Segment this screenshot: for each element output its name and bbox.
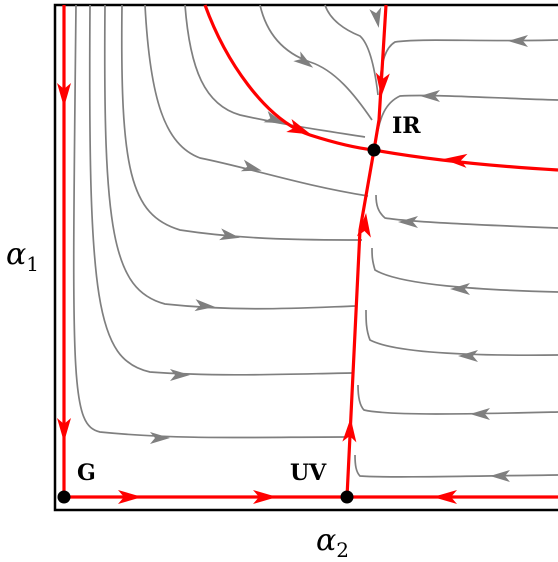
separatrix-arrow [118,490,142,504]
separatrix-arrows [57,72,468,504]
separatrix-arrow [342,418,357,443]
fixed-points [57,143,381,504]
fixed-point-label-uv: UV [290,460,327,486]
flow-line [184,4,366,138]
flow-line [354,454,558,478]
separatrices [62,4,558,499]
fixed-point-ir [367,143,381,157]
y-axis-label: α1 [6,237,39,276]
separatrix-arrow [57,418,71,442]
flow-line [72,4,347,439]
separatrix-arrow [433,490,457,504]
fixed-point-uv [340,490,354,504]
flow-arrow [470,408,490,420]
flow-arrow [150,432,170,444]
fixed-point-g [57,490,71,504]
flow-arrow [490,470,510,482]
separatrix-ir-curve-right [373,148,558,172]
flow-line [357,384,558,415]
flow-line [375,194,558,229]
flow-arrow [420,90,440,102]
flow-line [120,4,363,241]
flow-lines [72,4,558,478]
flow-line [88,4,353,376]
x-axis-subscript: 2 [336,538,349,562]
separatrix-arrow [375,72,390,97]
separatrix-uv-ir [345,149,376,498]
flow-arrow [219,228,240,241]
flow-line [376,94,558,136]
flow-arrow [458,350,478,362]
separatrix-top-ir [372,4,388,151]
flow-arrows [150,7,528,482]
flow-line [371,247,558,293]
flow-line [103,4,357,310]
flow-arrow [508,35,528,47]
flow-arrow [194,299,215,312]
separatrix-arrow [253,490,277,504]
flow-arrow [240,159,262,172]
flow-arrow [293,51,314,68]
separatrix-arrow [57,83,71,107]
plot-frame [53,3,558,512]
flow-line [144,4,369,197]
separatrix-ir-curve-left [203,4,375,152]
x-axis-label: α2 [316,523,349,562]
flow-line [324,4,379,96]
flow-arrow [263,110,285,124]
flow-line [379,39,558,81]
flow-line [365,309,558,357]
fixed-point-label-g: G [77,460,96,486]
flow-arrow [369,7,382,28]
flow-arrow [450,283,470,295]
x-axis-symbol: α [316,523,337,558]
separatrix-arrow [286,119,312,135]
y-axis-symbol: α [6,237,27,272]
separatrix-arrow [356,213,371,238]
fixed-point-label-ir: IR [392,113,421,139]
flow-arrow [398,216,418,228]
flow-arrow [170,369,190,381]
flow-line [259,4,373,121]
separatrix-arrow [443,153,468,168]
y-axis-subscript: 1 [26,252,39,276]
